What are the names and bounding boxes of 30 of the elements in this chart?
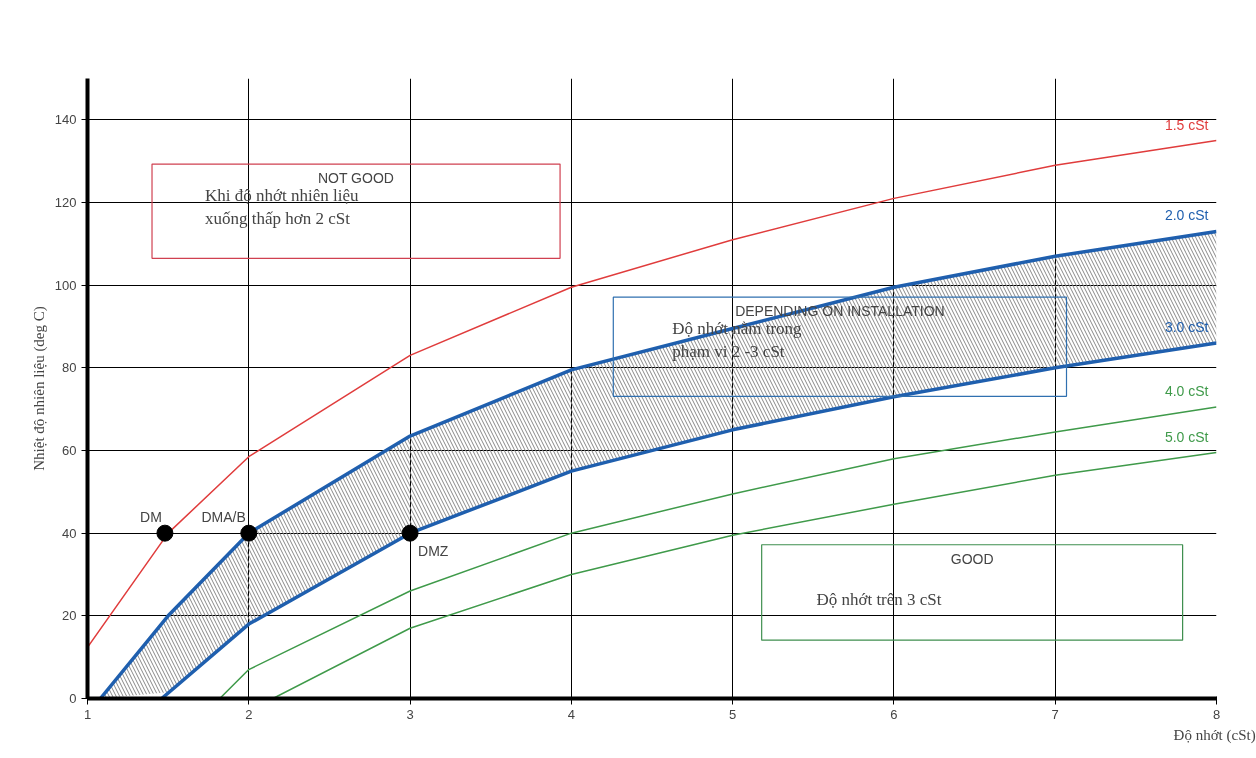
annotation: DMZ <box>418 543 449 560</box>
x-tick-label: 2 <box>245 706 253 722</box>
y-tick-label: 60 <box>62 443 77 458</box>
y-tick-label: 100 <box>54 277 77 293</box>
y-tick-label: 80 <box>62 360 77 376</box>
series-label: 4.0 cSt <box>1164 383 1209 400</box>
y-tick-label: 20 <box>62 608 77 624</box>
line-series <box>272 451 1217 699</box>
y-tick-label: 40 <box>62 525 77 541</box>
y-tick-label: 0 <box>69 691 77 706</box>
annotation: NOT GOOD <box>317 170 394 187</box>
x-axis-title: Độ nhớt (cSt) <box>1173 726 1256 744</box>
annotation: DMA/B <box>201 509 246 526</box>
annotation: GOOD <box>950 550 994 567</box>
x-tick-label: 7 <box>1051 706 1059 722</box>
x-tick-label: 1 <box>83 706 92 722</box>
y-tick-label: 120 <box>54 195 77 210</box>
x-tick-label: 5 <box>729 706 737 722</box>
y-tick-label: 140 <box>54 112 77 128</box>
x-tick-label: 3 <box>406 706 414 722</box>
series-label: 1.5 cSt <box>1164 116 1209 133</box>
line-series <box>159 341 1217 699</box>
annotation: DM <box>140 509 162 526</box>
x-tick-label: 4 <box>567 706 575 722</box>
x-tick-label: 6 <box>890 706 898 722</box>
y-axis-title: Nhiệt độ nhiên liệu (deg C) <box>30 306 48 471</box>
series-label: 3.0 cSt <box>1164 319 1209 336</box>
series-label: 5.0 cSt <box>1164 428 1209 445</box>
x-tick-label: 8 <box>1212 706 1221 722</box>
series-label: 2.0 cSt <box>1164 207 1209 224</box>
